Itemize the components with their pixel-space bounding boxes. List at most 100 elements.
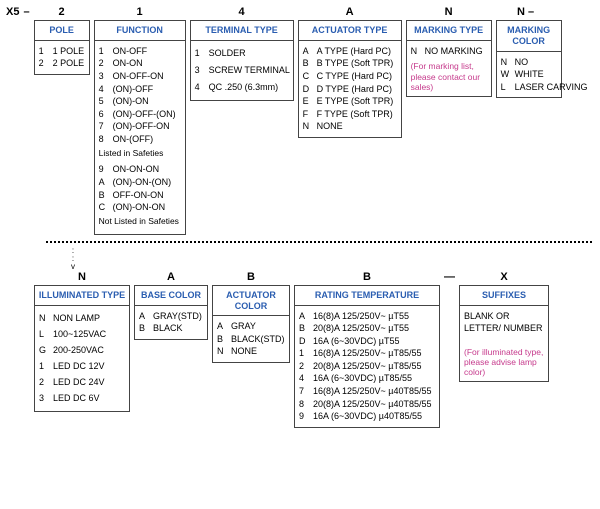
option-key: B <box>303 57 313 70</box>
option-value: QC .250 (6.3mm) <box>209 79 279 96</box>
option-row: 8ON-(OFF) <box>99 133 181 146</box>
box-marking-type: MARKING TYPE NNO MARKING (For marking li… <box>406 20 492 97</box>
sub-notlisted: Not Listed in Safeties <box>99 216 181 228</box>
option-value: 100~125VAC <box>53 326 106 342</box>
box-illuminated: ILLUMINATED TYPE NNON LAMPL100~125VACG20… <box>34 285 130 412</box>
separator-dash-2: — <box>444 271 455 283</box>
box-actuator-type: ACTUATOR TYPE AA TYPE (Hard PC)BB TYPE (… <box>298 20 402 138</box>
option-row: W WHITE <box>501 68 557 81</box>
body-terminal: 1SOLDER3SCREW TERMINAL4QC .250 (6.3mm) <box>191 41 293 100</box>
option-value: NONE <box>317 120 343 133</box>
code-function: 1 <box>94 6 186 18</box>
option-key: 1 <box>39 45 49 58</box>
option-row: 916A (6~30VDC) µ40T85/55 <box>299 410 435 423</box>
header-marking-color: MARKING COLOR <box>497 21 561 52</box>
code-terminal: 4 <box>190 6 294 18</box>
option-value: 16A (6~30VDC) µT55 <box>313 335 399 348</box>
code-marking-type: N <box>406 6 492 18</box>
body-actuator-type: AA TYPE (Hard PC)B B TYPE (Soft TPR)CC TY… <box>299 41 401 137</box>
code-suffixes: X <box>459 271 549 283</box>
option-value: ON-ON-ON <box>113 163 160 176</box>
row-2: N ILLUMINATED TYPE NNON LAMPL100~125VACG… <box>34 271 594 428</box>
option-key: 2 <box>99 57 109 70</box>
option-key: A <box>303 45 313 58</box>
option-row: 3ON-OFF-ON <box>99 70 181 83</box>
option-value: SCREW TERMINAL <box>209 62 290 79</box>
option-row: L100~125VAC <box>39 326 125 342</box>
header-rating-temp: RATING TEMPERATURE <box>295 286 439 306</box>
option-key: 9 <box>299 410 309 423</box>
group-marking-color: N – . MARKING COLOR NNOWWHITELLASER CARV… <box>496 6 562 98</box>
option-row: A GRAY(STD) <box>139 310 203 323</box>
option-key: N <box>39 310 49 326</box>
option-row: 1ON-OFF <box>99 45 181 58</box>
group-marking-type: N MARKING TYPE NNO MARKING (For marking … <box>406 6 492 97</box>
option-row: CC TYPE (Hard PC) <box>303 70 397 83</box>
code-base-color: A <box>134 271 208 283</box>
option-row: 2ON-ON <box>99 57 181 70</box>
box-marking-color: MARKING COLOR NNOWWHITELLASER CARVING <box>496 20 562 98</box>
option-row: BBLACK(STD) <box>217 333 285 346</box>
option-key: D <box>303 83 313 96</box>
option-row: A(ON)-ON-(ON) <box>99 176 181 189</box>
option-row: 4(ON)-OFF <box>99 83 181 96</box>
option-value: GRAY <box>231 320 256 333</box>
option-key: W <box>501 68 511 81</box>
option-row: NNO MARKING <box>411 45 487 58</box>
row-1: X5 – 2 POLE 11 POLE22 POLE 1 FUNCTION 1O… <box>6 6 594 235</box>
option-key: F <box>303 108 313 121</box>
code-actuator-color: B <box>212 271 290 283</box>
body-illuminated: NNON LAMPL100~125VACG200-250VAC1LED DC 1… <box>35 306 129 411</box>
option-key: N <box>501 56 511 69</box>
option-row: D16A (6~30VDC) µT55 <box>299 335 435 348</box>
option-key: A <box>139 310 149 323</box>
box-pole: POLE 11 POLE22 POLE <box>34 20 90 75</box>
option-key: C <box>303 70 313 83</box>
option-value: WHITE <box>515 68 544 81</box>
option-value: GRAY(STD) <box>153 310 202 323</box>
option-value: SOLDER <box>209 45 246 62</box>
option-key: 4 <box>299 372 309 385</box>
group-actuator-type: A ACTUATOR TYPE AA TYPE (Hard PC)BB TYPE… <box>298 6 402 138</box>
option-value: F TYPE (Soft TPR) <box>317 108 393 121</box>
option-row: F F TYPE (Soft TPR) <box>303 108 397 121</box>
suffix-blank-text: BLANK OR LETTER/ NUMBER <box>464 310 544 335</box>
option-key: 7 <box>99 120 109 133</box>
option-value: 1 POLE <box>53 45 85 58</box>
body-base-color: AGRAY(STD)BBLACK <box>135 306 207 339</box>
option-key: 1 <box>299 347 309 360</box>
group-suffixes: X SUFFIXES BLANK OR LETTER/ NUMBER (For … <box>459 271 549 383</box>
option-key: E <box>303 95 313 108</box>
option-row: AA TYPE (Hard PC) <box>303 45 397 58</box>
option-key: 1 <box>39 358 49 374</box>
option-row: 716(8)A 125/250V~ µ40T85/55 <box>299 385 435 398</box>
option-key: B <box>99 189 109 202</box>
option-row: NNO <box>501 56 557 69</box>
option-key: G <box>39 342 49 358</box>
option-row: G200-250VAC <box>39 342 125 358</box>
option-row: 4QC .250 (6.3mm) <box>195 79 289 96</box>
header-base-color: BASE COLOR <box>135 286 207 306</box>
option-row: 220(8)A 125/250V~ µT85/55 <box>299 360 435 373</box>
option-row: 22 POLE <box>39 57 85 70</box>
option-key: B <box>139 322 149 335</box>
option-value: (ON)-ON <box>113 95 149 108</box>
code-actuator-type: A <box>298 6 402 18</box>
code-pole: 2 <box>34 6 90 18</box>
option-key: A <box>299 310 309 323</box>
option-row: E E TYPE (Soft TPR) <box>303 95 397 108</box>
body-marking-type: NNO MARKING (For marking list, please co… <box>407 41 491 96</box>
option-key: C <box>99 201 109 214</box>
option-row: 1LED DC 12V <box>39 358 125 374</box>
option-row: 3SCREW TERMINAL <box>195 62 289 79</box>
option-value: 2 POLE <box>53 57 85 70</box>
option-key: A <box>99 176 109 189</box>
option-value: E TYPE (Soft TPR) <box>317 95 394 108</box>
option-row: 1 1 POLE <box>39 45 85 58</box>
option-row: NNONE <box>217 345 285 358</box>
option-row: 416A (6~30VDC) µT85/55 <box>299 372 435 385</box>
option-value: B TYPE (Soft TPR) <box>317 57 394 70</box>
option-value: LASER CARVING <box>515 81 588 94</box>
body-actuator-color: AGRAYBBLACK(STD)NNONE <box>213 316 289 362</box>
option-key: 1 <box>99 45 109 58</box>
